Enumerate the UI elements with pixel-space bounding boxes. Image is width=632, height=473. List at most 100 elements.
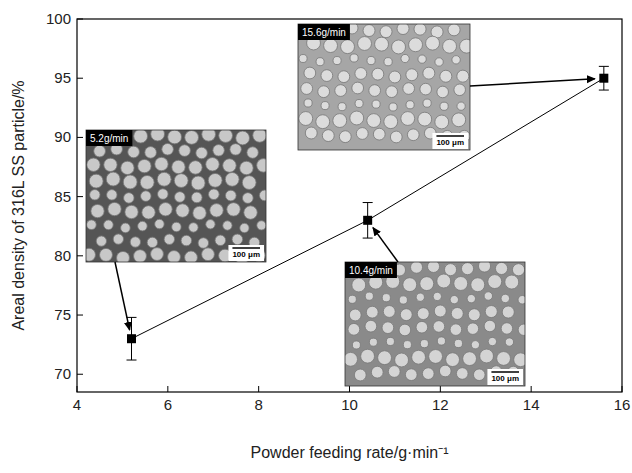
error-bar bbox=[363, 203, 373, 239]
particle bbox=[501, 294, 509, 302]
particle bbox=[316, 115, 330, 129]
point bbox=[363, 216, 372, 225]
particle bbox=[104, 158, 117, 171]
particle bbox=[484, 320, 495, 331]
particle bbox=[411, 262, 423, 273]
inset-border bbox=[345, 262, 525, 386]
particle bbox=[232, 234, 243, 245]
y-tick-label: 75 bbox=[54, 306, 71, 323]
scale-bar-label: 100 μm bbox=[232, 250, 260, 259]
particle bbox=[444, 264, 456, 276]
particle bbox=[369, 338, 377, 346]
particle bbox=[414, 24, 426, 35]
inset-label-bg bbox=[86, 130, 132, 146]
x-tick-label: 8 bbox=[254, 396, 262, 413]
particle bbox=[257, 221, 266, 230]
particle bbox=[363, 25, 375, 37]
particle bbox=[433, 292, 441, 300]
error-bar-cap bbox=[599, 66, 609, 67]
particle bbox=[416, 321, 428, 333]
x-tick-label: 16 bbox=[614, 396, 631, 413]
particle bbox=[123, 175, 137, 189]
particle bbox=[157, 172, 171, 186]
particle bbox=[168, 130, 182, 144]
inset-label-bg bbox=[298, 24, 350, 40]
particle bbox=[321, 102, 329, 110]
particle bbox=[242, 176, 256, 190]
particle bbox=[450, 324, 462, 336]
x-tick-label: 10 bbox=[341, 396, 358, 413]
y-tick-label: 85 bbox=[54, 188, 71, 205]
particle bbox=[420, 340, 428, 348]
particle bbox=[259, 190, 266, 201]
particle bbox=[372, 100, 380, 108]
particle bbox=[454, 84, 466, 96]
particle bbox=[113, 234, 123, 244]
particle bbox=[189, 161, 202, 174]
particle bbox=[397, 24, 409, 35]
y-tick bbox=[77, 374, 83, 375]
inset-arrow bbox=[470, 79, 595, 86]
point bbox=[599, 74, 608, 83]
scale-bar bbox=[232, 247, 260, 249]
particle bbox=[355, 68, 367, 80]
scale-bar-label: 100 μm bbox=[491, 374, 519, 383]
particle bbox=[450, 295, 458, 303]
particle bbox=[417, 308, 429, 320]
particle bbox=[121, 161, 134, 174]
particle bbox=[208, 189, 219, 200]
particle bbox=[395, 353, 409, 367]
particle bbox=[518, 324, 525, 335]
scale-bar-bg bbox=[432, 133, 468, 149]
particle bbox=[480, 349, 494, 363]
particle bbox=[253, 130, 266, 142]
particle bbox=[512, 264, 524, 276]
particle bbox=[304, 99, 312, 107]
particle bbox=[181, 235, 191, 245]
y-tick-label: 90 bbox=[54, 128, 71, 145]
particle bbox=[437, 274, 451, 288]
particle bbox=[380, 26, 392, 38]
particle bbox=[147, 237, 157, 247]
particle bbox=[358, 37, 372, 51]
particle bbox=[196, 147, 208, 159]
particle bbox=[420, 83, 432, 95]
plot-frame bbox=[77, 19, 622, 392]
particle bbox=[401, 112, 415, 126]
particle bbox=[484, 292, 492, 300]
particle bbox=[369, 85, 381, 97]
y-tick-label: 70 bbox=[54, 365, 71, 382]
particle bbox=[322, 130, 334, 142]
particle bbox=[388, 366, 400, 378]
inset-bg bbox=[345, 262, 525, 386]
particle bbox=[86, 248, 95, 261]
inset-label: 5.2g/min bbox=[90, 133, 128, 144]
particle bbox=[106, 172, 120, 186]
particle bbox=[348, 323, 360, 335]
particle bbox=[130, 237, 140, 247]
particle bbox=[437, 337, 445, 345]
data-group bbox=[127, 66, 609, 360]
particle bbox=[350, 111, 364, 125]
particle bbox=[338, 103, 346, 111]
scale-bar-bg bbox=[487, 369, 523, 385]
particle bbox=[502, 306, 514, 318]
scale-bar bbox=[436, 135, 464, 137]
particle bbox=[175, 192, 186, 203]
particle bbox=[518, 295, 525, 304]
particle bbox=[461, 263, 473, 275]
particle bbox=[448, 24, 460, 36]
particle bbox=[128, 146, 140, 158]
particle bbox=[145, 147, 157, 159]
x-axis-title: Powder feeding rate/g·min⁻¹ bbox=[251, 444, 449, 461]
particle bbox=[90, 190, 100, 200]
x-tick bbox=[531, 386, 532, 392]
particle bbox=[383, 306, 395, 318]
x-tick-label: 14 bbox=[523, 396, 540, 413]
particle bbox=[341, 40, 355, 54]
particle bbox=[392, 40, 406, 54]
particle bbox=[435, 58, 443, 66]
particle bbox=[125, 205, 138, 218]
particle bbox=[141, 191, 152, 202]
particle bbox=[94, 145, 106, 157]
